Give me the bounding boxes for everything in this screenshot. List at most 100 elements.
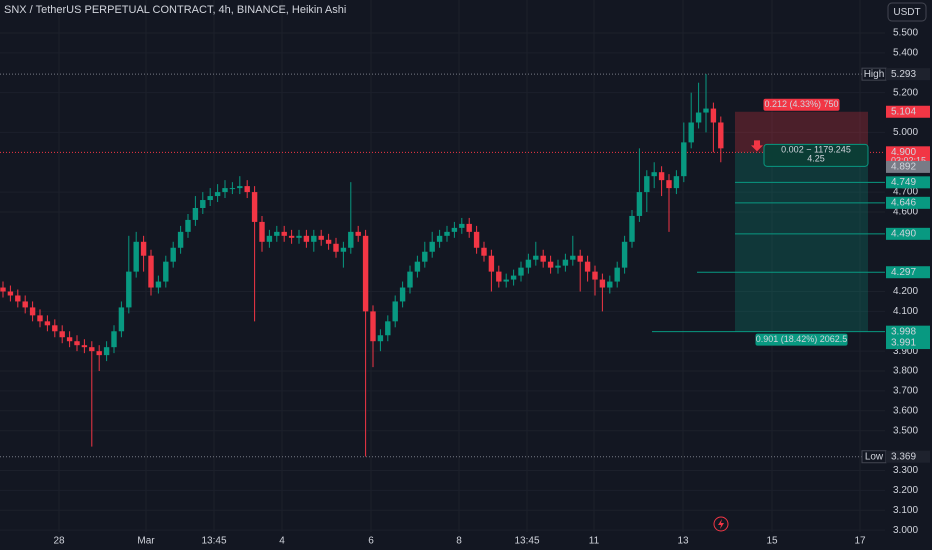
candle-body	[510, 275, 517, 280]
x-tick-label: Mar	[137, 536, 155, 547]
candle-body	[414, 261, 421, 272]
candle-body	[392, 301, 398, 322]
target-mark-label-tag	[886, 337, 930, 350]
candle-body	[496, 271, 502, 282]
y-tick-label: 3.500	[893, 425, 918, 436]
level-tag	[886, 196, 930, 209]
candle-body	[214, 192, 221, 197]
candle-body	[695, 112, 702, 123]
candle-body	[155, 281, 162, 288]
x-tick-label: 6	[368, 536, 374, 547]
mid-text: 0.002 − 1179.245	[781, 145, 851, 155]
chart-title: SNX / TetherUS PERPETUAL CONTRACT, 4h, B…	[4, 4, 346, 16]
candle-body	[163, 261, 169, 282]
candle-body	[348, 231, 354, 248]
mid-box	[763, 143, 869, 167]
candle-body	[133, 241, 139, 272]
x-tick-label: 13:45	[514, 536, 539, 547]
candle-body	[44, 321, 51, 326]
lightning-icon[interactable]	[713, 516, 729, 532]
candle-body	[52, 325, 58, 332]
candle-body	[318, 235, 324, 240]
candle-body	[577, 255, 583, 262]
candle-body	[118, 307, 125, 332]
stop-text: 0.212 (4.33%) 750	[764, 99, 838, 109]
candle-body	[681, 142, 687, 177]
candle-body	[473, 231, 480, 248]
candle-body	[288, 235, 295, 238]
y-tick-label: 4.700	[893, 187, 918, 198]
target-label-tag	[886, 325, 930, 338]
candle-body	[333, 243, 339, 252]
candle-body	[629, 215, 635, 242]
candle-body	[222, 188, 228, 193]
candle-body	[481, 247, 487, 256]
level-tag	[886, 176, 930, 189]
price-title: Low	[865, 451, 884, 462]
candle-body	[111, 331, 117, 348]
candle-body	[503, 279, 509, 282]
candle-body	[266, 235, 273, 242]
last-price-label: 4.900	[891, 147, 916, 158]
price-label: 5.293	[891, 69, 916, 80]
candle-body	[377, 335, 384, 342]
candle-body	[710, 108, 717, 123]
y-tick-label: 3.300	[893, 465, 918, 476]
y-tick-label: 4.100	[893, 306, 918, 317]
candle-body	[81, 345, 88, 348]
candle-body	[562, 259, 569, 266]
candle-body	[636, 192, 643, 216]
x-tick-label: 17	[854, 536, 866, 547]
qty-text: 4.25	[807, 154, 825, 164]
candle-body	[281, 231, 287, 236]
y-tick-label: 5.200	[893, 87, 918, 98]
candle-body	[658, 172, 665, 181]
candle-body	[466, 223, 472, 232]
target-box	[755, 333, 848, 346]
candle-body	[103, 347, 110, 356]
candle-body	[185, 219, 191, 232]
candle-body	[259, 221, 265, 242]
candle-body	[170, 247, 176, 262]
currency-button[interactable]	[887, 2, 927, 22]
price-label: 3.369	[891, 451, 916, 462]
candle-body	[399, 287, 406, 302]
x-tick-label: 13:45	[201, 536, 226, 547]
prev-close-label-tag	[886, 160, 930, 173]
candle-body	[74, 341, 80, 346]
candle-body	[192, 207, 199, 220]
candle-body	[407, 271, 413, 288]
candle-body	[325, 239, 332, 244]
y-tick-label: 3.900	[893, 346, 918, 357]
candle-body	[614, 267, 620, 282]
level-label: 4.490	[891, 228, 916, 239]
y-tick-label: 3.600	[893, 405, 918, 416]
target-label: 3.998	[891, 326, 916, 337]
candle-body	[311, 235, 317, 242]
y-tick-label: 5.400	[893, 48, 918, 59]
currency[interactable]: USDT	[893, 7, 920, 18]
candle-body	[66, 337, 73, 342]
candle-body	[140, 241, 147, 256]
level-label: 4.297	[891, 267, 916, 278]
y-tick-label: 5.500	[893, 28, 918, 39]
level-label: 4.646	[891, 197, 916, 208]
candle-body	[607, 281, 613, 288]
target-text: 0.901 (18.42%) 2062.5	[756, 334, 848, 344]
price-title: High	[864, 69, 885, 80]
candle-body	[96, 351, 102, 356]
candle-body	[7, 291, 14, 296]
candle-body	[148, 255, 154, 288]
candle-body	[229, 188, 236, 190]
candle-body	[718, 122, 724, 149]
price-tag	[886, 68, 930, 81]
y-tick-label: 3.100	[893, 505, 918, 516]
stop-label: 5.104	[891, 106, 916, 117]
candle-body	[200, 200, 206, 208]
candle-body	[547, 261, 554, 268]
candle-body	[459, 223, 465, 228]
prev-close-label: 4.892	[891, 162, 916, 173]
x-tick-label: 28	[53, 536, 65, 547]
